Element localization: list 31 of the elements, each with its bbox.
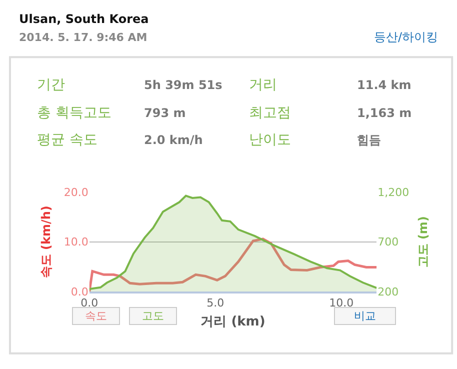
text: 최고점	[249, 105, 291, 121]
line-series	[89, 238, 377, 292]
text: 5h 39m 51s	[144, 78, 222, 92]
text: 난이도	[249, 132, 291, 148]
y2-tick-label: 1,200	[378, 186, 410, 200]
text: 힘듬	[357, 133, 381, 147]
y-axis-title: 속도 (km/h)	[39, 206, 54, 278]
x-tick-label: 10.0	[329, 296, 354, 310]
text: 기간	[37, 77, 65, 93]
text: 거리	[249, 77, 277, 93]
text: 2.0 km/h	[144, 133, 203, 147]
text: 793 m	[144, 106, 186, 120]
text: 11.4 km	[357, 78, 412, 92]
text: 1,163 m	[357, 106, 412, 120]
y2-tick-label: 200	[378, 285, 399, 298]
text: 비교	[354, 310, 376, 322]
series-label: 속도	[85, 310, 107, 322]
y2-tick-label: 700	[378, 236, 399, 249]
text: 2014. 5. 17. 9:46 AM	[19, 31, 148, 44]
y2-axis-title: 고도 (m)	[416, 216, 430, 268]
x-tick-label: 0.0	[80, 296, 98, 310]
x-tick-label: 5.0	[206, 296, 224, 310]
y-tick-label: 0.0	[70, 285, 88, 298]
series-label: 고도	[142, 310, 164, 322]
text: 등산/하이킹	[374, 30, 438, 44]
y-tick-label: 20.0	[64, 186, 88, 200]
text: 총 획득고도	[37, 105, 112, 121]
text: Ulsan, South Korea	[19, 12, 149, 26]
text: 평균 속도	[37, 132, 98, 148]
x-axis-title: 거리 (km)	[200, 314, 266, 330]
y-tick-label: 10.0	[64, 236, 88, 249]
